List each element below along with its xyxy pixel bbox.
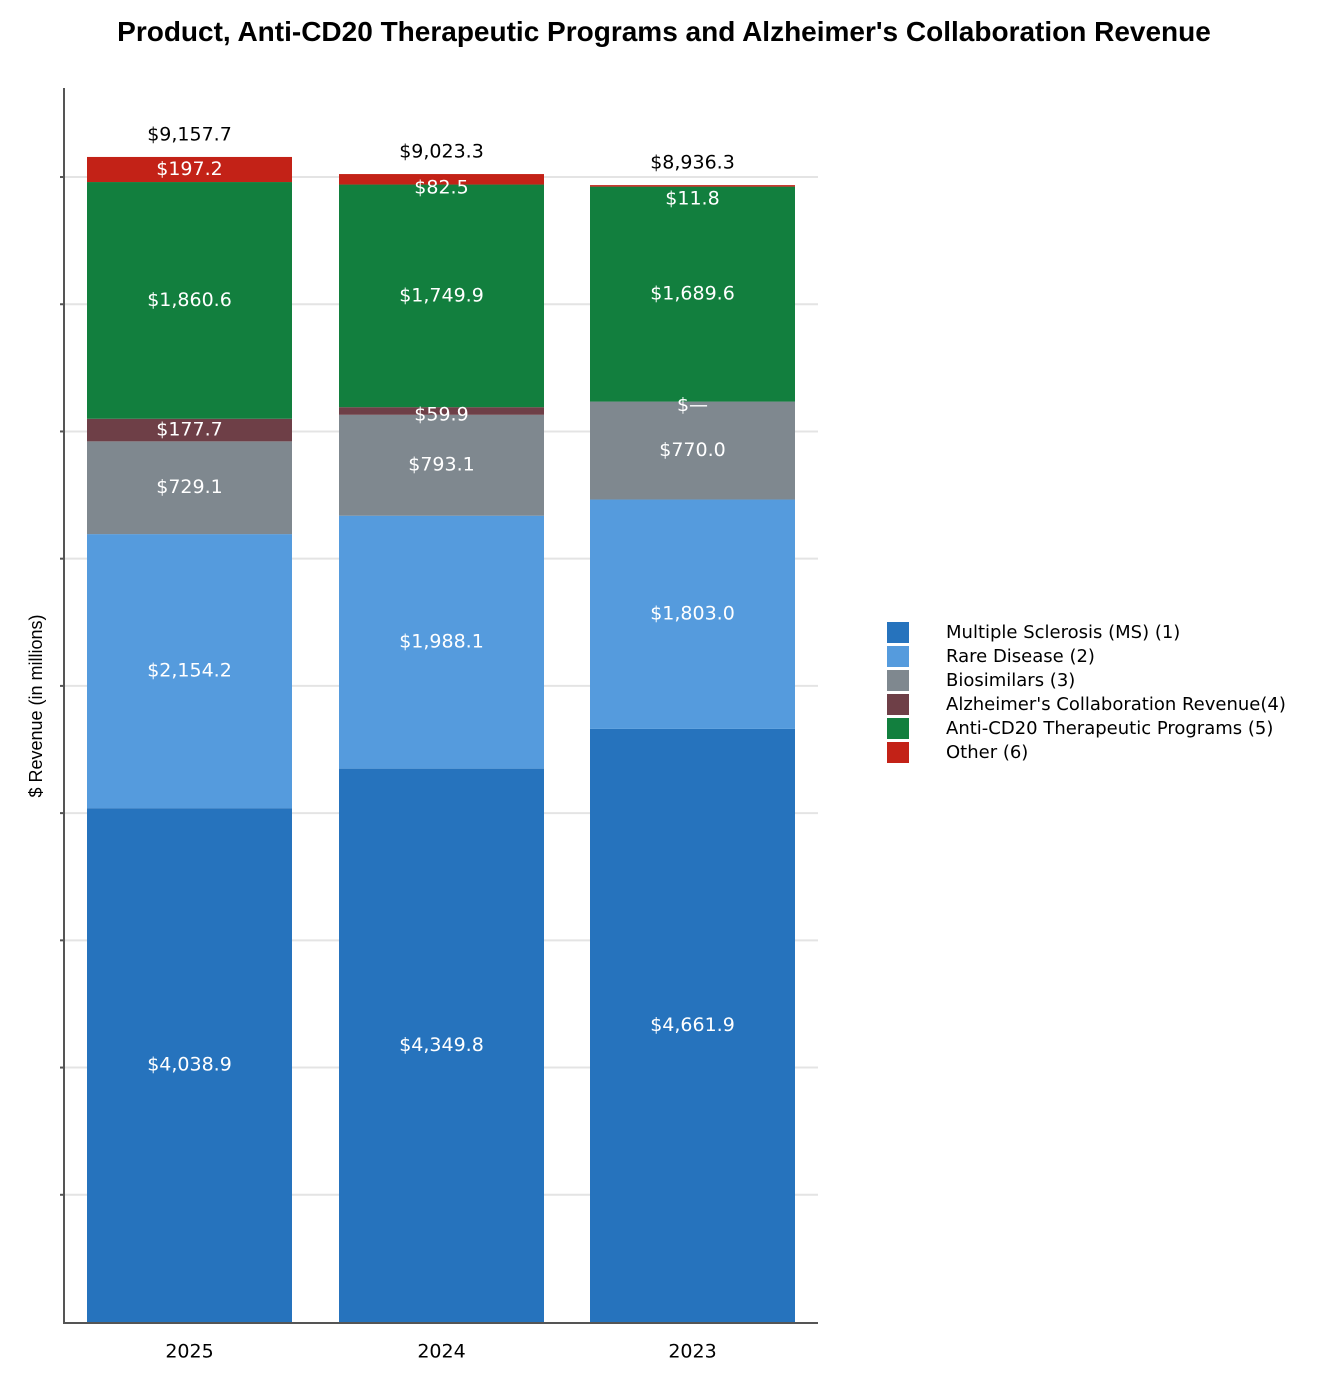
legend-swatch (887, 622, 909, 643)
bar-value-label: $11.8 (665, 188, 719, 210)
bar-segment (87, 808, 292, 1322)
bar-value-label: $1,689.6 (650, 283, 735, 305)
bar-value-label: $59.9 (414, 403, 468, 425)
x-axis-ticks: 2025 2024 2023 (165, 1341, 716, 1363)
bar-labels: $4,038.9 $2,154.2 $729.1 $177.7 $1,860.6 $197… (147, 158, 735, 1076)
bar-segment (87, 418, 292, 442)
bar-segment (87, 156, 292, 183)
total-labels: $9,157.7 $9,023.3 $8,936.3 (147, 123, 735, 173)
bar-segment (339, 174, 544, 185)
legend-swatch (887, 742, 909, 763)
x-tick-label: 2024 (417, 1341, 465, 1363)
bar-value-label: $1,803.0 (650, 603, 735, 625)
axes (63, 88, 818, 1324)
legend-swatch (887, 718, 909, 739)
bar-value-label: $1,749.9 (399, 284, 484, 306)
x-tick-label: 2025 (165, 1341, 213, 1363)
bar-segment (339, 515, 544, 769)
bar-value-label: $729.1 (156, 476, 222, 498)
bar-total-label: $8,936.3 (650, 152, 735, 174)
legend-label: Biosimilars (3) (946, 670, 1075, 691)
bar-value-label: $1,860.6 (147, 289, 232, 311)
bar-segment (87, 441, 292, 535)
bar-segment (590, 186, 795, 402)
bar-total-label: $9,157.7 (147, 123, 232, 145)
bar-value-label: $177.7 (156, 419, 222, 441)
bar-value-label: $— (677, 394, 708, 416)
bar-segment (590, 728, 795, 1322)
bar-value-label: $1,988.1 (399, 631, 484, 653)
bar-segment (590, 185, 795, 187)
bar-value-label: $2,154.2 (147, 660, 232, 682)
bar-segment (339, 768, 544, 1322)
legend-label: Rare Disease (2) (946, 646, 1095, 667)
bar-value-label: $197.2 (156, 158, 222, 180)
legend-label: Alzheimer's Collaboration Revenue(4) (946, 694, 1286, 715)
bar-segment (590, 401, 795, 500)
bar-total-label: $9,023.3 (399, 141, 484, 163)
legend-label: Multiple Sclerosis (MS) (1) (946, 622, 1180, 643)
legend-label: Other (6) (946, 742, 1028, 763)
bar-segment (87, 534, 292, 809)
bar-segment (339, 414, 544, 516)
legend-swatch (887, 670, 909, 691)
bars (87, 156, 795, 1322)
bar-segment (590, 499, 795, 729)
legend-swatch (887, 646, 909, 667)
bar-value-label: $4,661.9 (650, 1014, 735, 1036)
y-axis-label: $ Revenue (in millions) (26, 614, 46, 797)
bar-segment (87, 182, 292, 419)
bar-value-label: $793.1 (408, 454, 474, 476)
bar-value-label: $82.5 (414, 177, 468, 199)
bar-segment (339, 184, 544, 408)
legend-label: Anti-CD20 Therapeutic Programs (5) (946, 718, 1273, 739)
legend: Multiple Sclerosis (MS) (1) Rare Disease … (887, 622, 1286, 763)
legend-swatch (887, 694, 909, 715)
bar-value-label: $770.0 (659, 439, 725, 461)
x-tick-label: 2023 (668, 1341, 716, 1363)
bar-value-label: $4,349.8 (399, 1034, 484, 1056)
bar-value-label: $4,038.9 (147, 1054, 232, 1076)
chart-title: Product, Anti-CD20 Therapeutic Programs … (117, 16, 1211, 47)
bar-segment (339, 407, 544, 415)
